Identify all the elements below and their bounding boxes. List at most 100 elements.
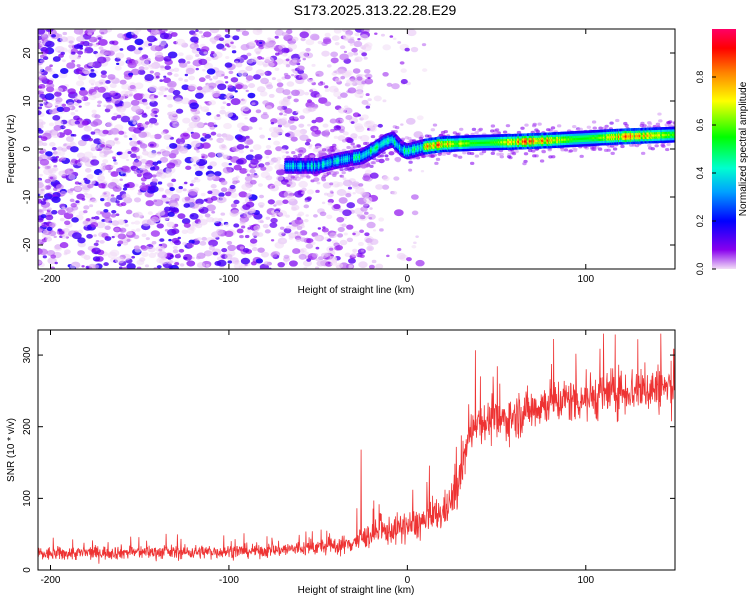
spectrogram-cell bbox=[238, 191, 248, 198]
spectrogram-cell bbox=[289, 125, 297, 131]
spectrogram-cell bbox=[114, 256, 125, 264]
spectrogram-cell bbox=[382, 44, 391, 51]
spectrogram-cell bbox=[243, 138, 254, 145]
spectrogram-cell bbox=[159, 32, 170, 40]
spectrogram-cell bbox=[159, 79, 164, 82]
spectrogram-cell bbox=[177, 213, 186, 220]
spectrogram-cell bbox=[364, 74, 368, 77]
spectrogram-cell bbox=[102, 147, 113, 155]
spectrogram-cell bbox=[324, 85, 329, 89]
spectrogram-cell bbox=[165, 189, 174, 196]
spectrogram-cell bbox=[293, 116, 299, 120]
spectrogram-cell bbox=[329, 190, 334, 193]
spectrogram-cell bbox=[80, 253, 88, 259]
spectrogram-cell bbox=[201, 155, 205, 159]
spectrogram-cell bbox=[177, 253, 181, 256]
spectrogram-cell bbox=[117, 240, 124, 245]
spectrogram-cell bbox=[172, 122, 180, 128]
spectrogram-cell bbox=[386, 82, 393, 87]
spectrogram-cell bbox=[190, 36, 199, 43]
spectrogram-cell bbox=[246, 52, 252, 57]
spectrogram-cell bbox=[115, 183, 123, 188]
spectrogram-cell bbox=[395, 159, 401, 163]
spectrogram-cell bbox=[316, 94, 322, 98]
spectrogram-cell bbox=[247, 92, 256, 99]
spectrogram-cell bbox=[129, 84, 136, 90]
spectrogram-cell bbox=[49, 64, 53, 68]
spectrogram-cell bbox=[337, 233, 344, 238]
spectrogram-cell bbox=[334, 41, 340, 46]
spectrogram-cell bbox=[271, 185, 276, 189]
spectrogram-cell bbox=[226, 92, 234, 98]
spectrogram-cell bbox=[344, 252, 351, 258]
spectrogram-cell bbox=[539, 159, 545, 163]
spectrogram-cell bbox=[396, 252, 406, 260]
spectrogram-cell bbox=[283, 122, 291, 128]
spectrogram-cell bbox=[198, 218, 208, 226]
spectrogram-cell bbox=[245, 201, 255, 208]
spectrogram-cell bbox=[324, 101, 332, 107]
spectrogram-cell bbox=[288, 178, 293, 181]
spectrogram-cell bbox=[337, 226, 345, 232]
spectrogram-cell bbox=[380, 33, 385, 37]
spectrogram-cell bbox=[59, 217, 65, 222]
spectrogram-cell bbox=[365, 164, 371, 168]
spectrogram-cell bbox=[157, 210, 166, 216]
spectrogram-cell bbox=[76, 64, 81, 68]
spectrogram-cell bbox=[359, 73, 365, 77]
spectrogram-cell bbox=[61, 103, 67, 108]
spectrogram-cell bbox=[215, 222, 221, 227]
spectrogram-cell bbox=[523, 152, 529, 156]
spectrogram-cell bbox=[219, 109, 226, 115]
spectrogram-cell bbox=[301, 191, 306, 195]
spectrogram-cell bbox=[316, 181, 321, 185]
spectrogram-cell bbox=[124, 90, 134, 98]
spectrogram-cell bbox=[167, 182, 174, 188]
spectrogram-cell bbox=[53, 150, 61, 156]
spectrogram-cell bbox=[217, 83, 227, 91]
spectrogram-cell bbox=[269, 222, 278, 228]
spectrogram-cell bbox=[335, 262, 344, 269]
spectrogram-cell bbox=[352, 112, 360, 118]
spectrogram-cell bbox=[53, 235, 57, 239]
spectrogram-cell bbox=[239, 149, 245, 154]
spectrogram-cell bbox=[313, 235, 322, 242]
spectrogram-cell bbox=[70, 51, 76, 55]
spectrogram-cell bbox=[210, 131, 217, 136]
spectrogram-cell bbox=[228, 70, 234, 75]
spectrogram-cell bbox=[94, 258, 100, 262]
spectrogram-cell bbox=[205, 57, 212, 62]
spectrogram-cell bbox=[49, 142, 56, 147]
spectrogram-cell bbox=[560, 148, 565, 152]
spectrogram-cell bbox=[207, 152, 216, 158]
spectrogram-cell bbox=[68, 174, 76, 180]
spectrogram-cell bbox=[220, 187, 228, 193]
spectrogram-cell bbox=[219, 196, 228, 203]
spectrogram-cell bbox=[322, 226, 326, 229]
spectrogram-cell bbox=[235, 29, 241, 32]
spectrogram-cell bbox=[290, 73, 295, 77]
spectrogram-cell bbox=[242, 98, 248, 103]
spectrogram-cell bbox=[67, 88, 76, 95]
spectrogram-cell bbox=[141, 251, 149, 257]
spectrogram-cell bbox=[75, 200, 80, 204]
spectrogram-cell bbox=[103, 262, 109, 267]
spectrogram-cell bbox=[246, 169, 250, 172]
spectrogram-cell bbox=[352, 230, 361, 237]
spectrogram-cell bbox=[175, 108, 184, 114]
spectrogram-cell bbox=[130, 153, 137, 159]
spectrogram-cell bbox=[270, 239, 275, 242]
spectrogram-cell bbox=[163, 29, 168, 32]
spectrogram-cell bbox=[199, 240, 207, 246]
spectrogram-cell bbox=[90, 221, 99, 228]
spectrogram-cell bbox=[38, 106, 43, 110]
spectrogram-cell bbox=[363, 202, 369, 207]
spectrogram-cell bbox=[321, 227, 329, 233]
spectrogram-cell bbox=[38, 181, 44, 189]
spectrogram-cell bbox=[157, 251, 167, 259]
spectrogram-cell bbox=[326, 192, 334, 198]
spectrogram-cell bbox=[240, 257, 250, 265]
spectrogram-cell bbox=[658, 119, 663, 123]
spectrogram-cell bbox=[181, 218, 191, 225]
spectrogram-cell bbox=[131, 221, 135, 225]
